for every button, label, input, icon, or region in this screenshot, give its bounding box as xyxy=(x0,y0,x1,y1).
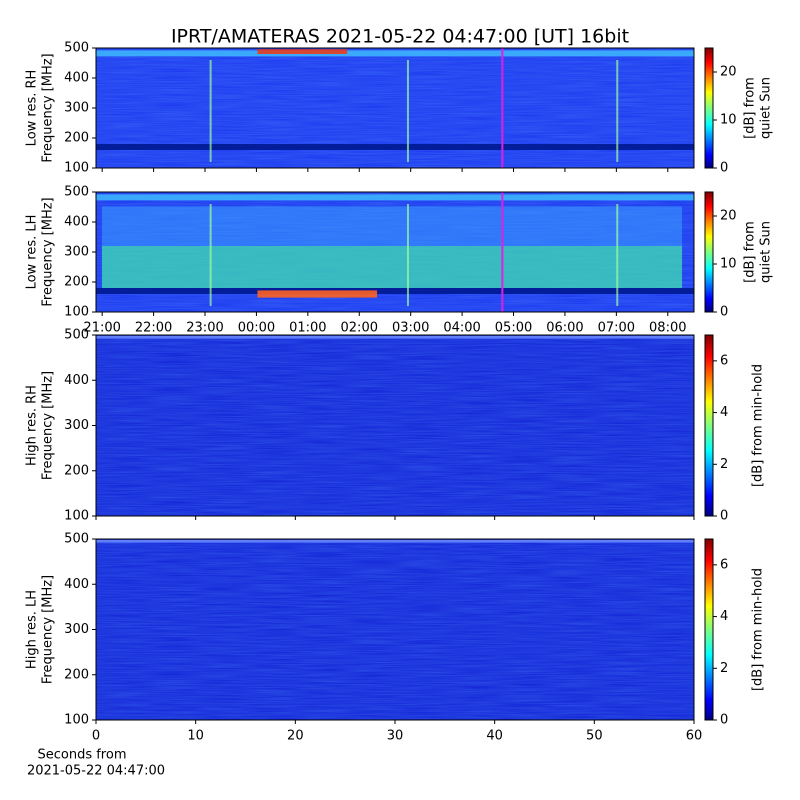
x-tick-label: 10 xyxy=(187,729,204,744)
y-tick-label: 400 xyxy=(64,215,89,230)
y-tick-label: 300 xyxy=(64,622,89,637)
x-tick-label: 01:00 xyxy=(289,321,326,336)
chart-title: IPRT/AMATERAS 2021-05-22 04:47:00 [UT] 1… xyxy=(171,26,629,48)
x-tick-label: 00:00 xyxy=(238,321,275,336)
spectrogram-band xyxy=(96,144,694,150)
y-tick-label: 300 xyxy=(64,101,89,116)
x-tick-label: 05:00 xyxy=(495,321,532,336)
y-axis-label: Frequency [MHz] xyxy=(41,371,56,480)
burst xyxy=(406,60,409,162)
x-tick-label: 03:00 xyxy=(392,321,429,336)
colorbar xyxy=(704,538,714,721)
x-tick-label: 30 xyxy=(387,729,404,744)
burst xyxy=(209,60,212,162)
colorbar-label: [dB] from xyxy=(743,221,758,283)
y-tick-label: 200 xyxy=(64,667,89,682)
x-tick-label: 04:00 xyxy=(443,321,480,336)
y-tick-label: 100 xyxy=(64,509,89,524)
y-tick-label: 200 xyxy=(64,463,89,478)
y-tick-label: 400 xyxy=(64,373,89,388)
spectrogram-band xyxy=(96,539,694,543)
y-tick-label: 500 xyxy=(64,532,89,547)
colorbar-label: [dB] from min-hold xyxy=(751,568,766,691)
spectrogram-noise xyxy=(96,539,694,720)
colorbar-tick-label: 20 xyxy=(720,65,737,80)
colorbar-label: quiet Sun xyxy=(759,221,774,283)
colorbar-tick-label: 6 xyxy=(720,557,728,572)
y-axis-label: High res. LH xyxy=(25,590,40,669)
spectrogram-noise xyxy=(96,335,694,516)
spectrogram-band xyxy=(101,206,683,246)
colorbar-tick-label: 6 xyxy=(720,353,728,368)
colorbar-tick-label: 4 xyxy=(720,405,728,420)
burst xyxy=(209,204,212,306)
colorbar-label: [dB] from min-hold xyxy=(751,364,766,487)
y-tick-label: 100 xyxy=(64,161,89,176)
x-tick-label: 22:00 xyxy=(135,321,172,336)
y-tick-label: 400 xyxy=(64,577,89,592)
x-axis-label: 2021-05-22 04:47:00 xyxy=(27,764,165,779)
spectrogram-band xyxy=(96,288,694,294)
spectrogram-band xyxy=(257,290,378,298)
burst xyxy=(406,204,409,306)
x-tick-label: 02:00 xyxy=(341,321,378,336)
spectrogram-band xyxy=(96,194,694,201)
colorbar-tick-label: 2 xyxy=(720,457,728,472)
y-tick-label: 500 xyxy=(64,328,89,343)
y-axis-label: Low res. LH xyxy=(25,215,40,290)
colorbar-tick-label: 4 xyxy=(720,609,728,624)
y-tick-label: 300 xyxy=(64,245,89,260)
burst xyxy=(616,60,619,162)
colorbar xyxy=(704,47,714,169)
y-tick-label: 400 xyxy=(64,71,89,86)
x-tick-label: 60 xyxy=(686,729,703,744)
colorbar-tick-label: 2 xyxy=(720,661,728,676)
y-axis-label: Frequency [MHz] xyxy=(41,197,56,306)
spectrogram-band xyxy=(96,50,694,57)
colorbar-tick-label: 10 xyxy=(720,113,737,128)
colorbar-tick-label: 0 xyxy=(720,713,728,728)
y-tick-label: 100 xyxy=(64,305,89,320)
colorbar xyxy=(704,334,714,517)
x-tick-label: 40 xyxy=(486,729,503,744)
y-axis-label: Frequency [MHz] xyxy=(41,53,56,162)
y-axis-label: High res. RH xyxy=(25,385,40,466)
x-tick-label: 21:00 xyxy=(83,321,120,336)
colorbar-label: [dB] from xyxy=(743,77,758,139)
x-tick-label: 20 xyxy=(287,729,304,744)
y-tick-label: 500 xyxy=(64,41,89,56)
x-tick-label: 07:00 xyxy=(598,321,635,336)
colorbar-tick-label: 0 xyxy=(720,509,728,524)
x-tick-label: 06:00 xyxy=(546,321,583,336)
y-tick-label: 200 xyxy=(64,275,89,290)
y-tick-label: 100 xyxy=(64,713,89,728)
y-tick-label: 200 xyxy=(64,131,89,146)
colorbar-tick-label: 0 xyxy=(720,161,728,176)
y-axis-label: Low res. RH xyxy=(25,70,40,147)
spectrogram-band xyxy=(96,335,694,339)
colorbar-label: quiet Sun xyxy=(759,77,774,139)
x-tick-label: 23:00 xyxy=(186,321,223,336)
x-tick-label: 50 xyxy=(586,729,603,744)
y-tick-label: 500 xyxy=(64,185,89,200)
spectrogram-band xyxy=(257,49,348,54)
colorbar-tick-label: 0 xyxy=(720,305,728,320)
burst xyxy=(616,204,619,306)
colorbar xyxy=(704,191,714,313)
x-tick-label: 0 xyxy=(92,729,100,744)
spectrogram-band xyxy=(101,246,683,288)
colorbar-tick-label: 10 xyxy=(720,257,737,272)
colorbar-tick-label: 20 xyxy=(720,209,737,224)
x-tick-label: 08:00 xyxy=(649,321,686,336)
y-axis-label: Frequency [MHz] xyxy=(41,575,56,684)
y-tick-label: 300 xyxy=(64,418,89,433)
x-axis-label: Seconds from xyxy=(37,748,126,763)
